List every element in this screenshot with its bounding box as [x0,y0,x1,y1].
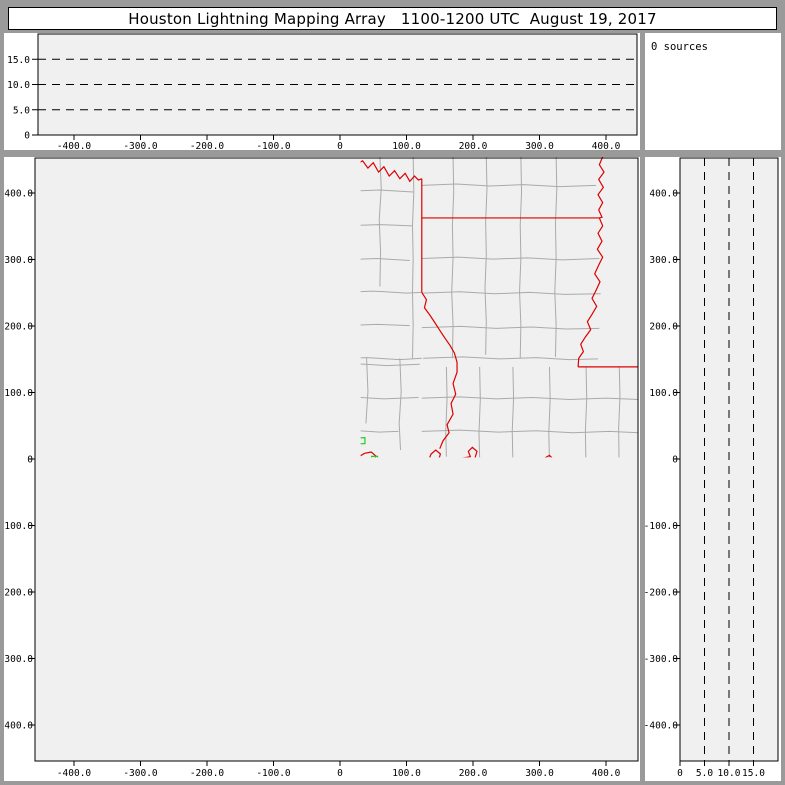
map-background [35,158,638,761]
x-tick-label: -100.0 [256,141,291,150]
county-boundary-path [399,358,401,450]
x-tick-label: -200.0 [190,768,225,779]
lma-station-marker [372,456,378,462]
lma-station-marker [359,438,365,444]
plan-view-map-panel: 400.0 300.0 200.0 100.0 0 -100.0 -200.0 -300.0 -… [4,157,640,781]
county-boundary-path [277,290,422,293]
county-boundary-path [422,257,600,260]
y-tick-label: 300.0 [649,255,678,266]
x-tick-label: 0 [677,768,683,779]
x-tick-label: -300.0 [123,768,158,779]
altitude-vs-ew-plot[interactable]: 0 5.0 10.0 15.0 -400.0 -300.0 -200.0 -100.0 0 100… [4,33,640,150]
y-tick-label: 200.0 [4,322,33,333]
county-boundary-path [422,430,638,433]
state-border-coastline-path [422,292,457,448]
county-boundary-path [277,189,413,192]
altitude-vs-ns-panel: 400.0 300.0 200.0 100.0 0 -100.0 -200.0 -300.0 -… [645,157,781,781]
y-tick-label: -100.0 [645,521,678,532]
county-boundary-path [423,357,598,360]
x-tick-label: 400.0 [592,141,621,150]
y-tick-label: -100.0 [4,521,33,532]
y-tick-label: -400.0 [4,721,33,732]
plan-view-map-plot[interactable]: 400.0 300.0 200.0 100.0 0 -100.0 -200.0 -300.0 -… [4,157,640,781]
x-tick-label: 200.0 [459,141,488,150]
y-tick-label: 0 [27,455,33,466]
y-tick-label: -300.0 [4,654,33,665]
county-boundary-path [379,157,381,286]
y-tick-label: -200.0 [4,588,33,599]
county-boundary-path [512,367,513,462]
altitude-vs-ew-panel: 0 5.0 10.0 15.0 -400.0 -300.0 -200.0 -100.0 0 100… [4,33,640,150]
county-boundary-path [412,157,413,358]
county-boundary-path [313,430,398,432]
state-border-coastline-path [578,157,604,367]
y-tick-label: 400.0 [4,189,33,200]
x-tick-label: -400.0 [57,141,92,150]
y-tick-label: 15.0 [7,55,30,66]
x-tick-label: 100.0 [392,768,421,779]
x-tick-label: 0 [337,768,343,779]
county-boundary-path [452,157,454,358]
x-tick-label: -400.0 [57,768,92,779]
x-tick-label: 0 [337,141,343,150]
county-boundary-path [267,357,422,360]
x-tick-label: 200.0 [459,768,488,779]
y-tick-label: -300.0 [645,654,678,665]
county-boundary-path [479,367,480,458]
y-tick-label: 100.0 [649,388,678,399]
source-count-panel: 0 sources [645,33,781,150]
county-boundary-path [277,224,412,226]
county-boundary-path [619,367,620,477]
x-tick-label: 5.0 [696,768,713,779]
map-layers [35,157,637,749]
y-tick-label: 0 [24,131,30,142]
x-tick-label: 400.0 [592,768,621,779]
x-tick-label: -300.0 [123,141,158,150]
altitude-vs-ns-plot[interactable]: 400.0 300.0 200.0 100.0 0 -100.0 -200.0 -300.0 -… [645,157,781,781]
county-boundary-path [422,292,601,295]
x-tick-label: 10.0 [718,768,741,779]
y-tick-label: 0 [672,455,678,466]
y-tick-label: -400.0 [645,721,678,732]
x-tick-label: 300.0 [525,141,554,150]
y-tick-label: 200.0 [649,322,678,333]
county-boundary-path [366,358,368,423]
y-tick-label: 100.0 [4,388,33,399]
county-boundary-path [585,367,586,470]
county-boundary-path [422,397,638,400]
y-tick-label: -200.0 [645,588,678,599]
source-count-label: 0 sources [651,41,708,53]
x-tick-label: -200.0 [190,141,225,150]
county-boundary-path [422,326,600,329]
title-bar: Houston Lightning Mapping Array 1100-120… [8,7,777,30]
x-tick-label: 300.0 [525,768,554,779]
county-boundary-path [320,364,420,366]
county-boundary-path [422,184,596,187]
county-boundary-path [446,367,447,457]
x-tick-label: 100.0 [392,141,421,150]
county-boundary-path [549,367,550,463]
x-tick-label: -100.0 [256,768,291,779]
county-boundary-path [485,157,487,355]
y-tick-label: 10.0 [7,80,30,91]
x-tick-label: 15.0 [742,768,765,779]
page-title: Houston Lightning Mapping Array 1100-120… [128,9,657,28]
county-boundary-path [277,324,410,326]
y-tick-label: 300.0 [4,255,33,266]
y-tick-label: 5.0 [13,105,30,116]
y-tick-label: 400.0 [649,189,678,200]
county-boundary-path [555,157,557,357]
county-boundary-path [277,259,410,261]
